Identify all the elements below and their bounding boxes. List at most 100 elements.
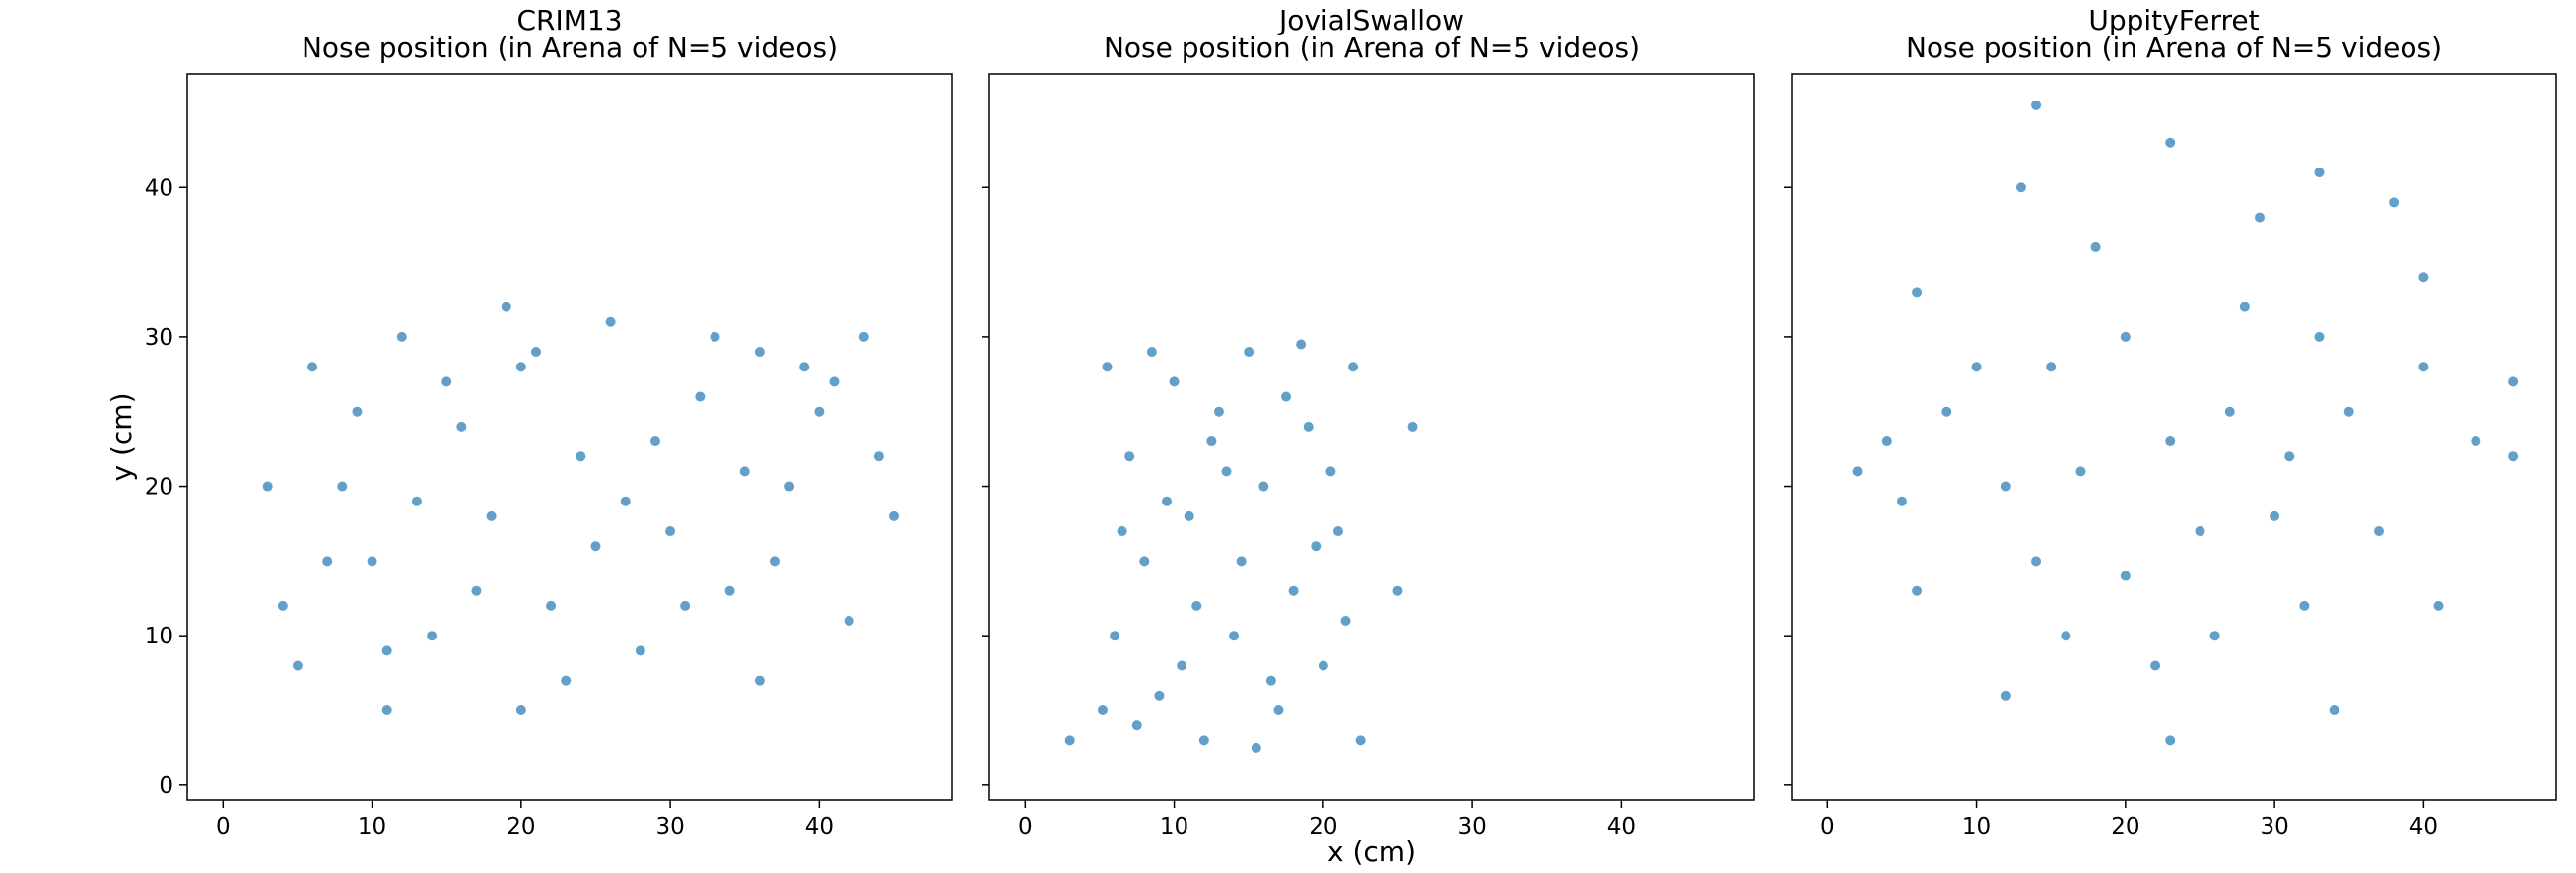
x-axis-label: x (cm) (1327, 836, 1416, 868)
point (2090, 241, 2101, 252)
point (2329, 705, 2339, 716)
point (1941, 406, 1952, 417)
point (2343, 406, 2354, 417)
point (2031, 100, 2042, 110)
point (2075, 466, 2086, 477)
point (1318, 660, 1328, 671)
point (858, 331, 869, 342)
point (1184, 510, 1194, 521)
point (1896, 496, 1907, 506)
point (1251, 742, 1261, 753)
panel-title: CRIM13 (516, 4, 622, 36)
point (530, 347, 541, 358)
point (1229, 631, 1240, 641)
x-tick-label: 40 (2409, 814, 2438, 839)
point (2120, 571, 2131, 581)
x-tick-label: 10 (1962, 814, 1991, 839)
point (1236, 556, 1247, 567)
point (561, 675, 572, 686)
point (1191, 600, 1202, 611)
point (649, 436, 660, 447)
point (2508, 451, 2519, 462)
point (1303, 421, 1314, 432)
point (2046, 362, 2057, 372)
point (2433, 600, 2444, 611)
point (889, 510, 900, 521)
point (1131, 720, 1142, 731)
point (1198, 735, 1209, 746)
point (1244, 347, 1254, 358)
point (1265, 675, 1276, 686)
point (1340, 616, 1351, 627)
point (1177, 660, 1187, 671)
point (501, 302, 511, 312)
point (486, 510, 497, 521)
point (576, 451, 586, 462)
x-tick-label: 30 (1457, 814, 1486, 839)
point (784, 481, 795, 492)
y-tick-label: 10 (145, 624, 173, 649)
panel-title: UppityFerret (2088, 4, 2259, 36)
point (799, 362, 810, 372)
point (307, 362, 318, 372)
point (2508, 376, 2519, 387)
point (1355, 735, 1366, 746)
point (515, 705, 526, 716)
point (1146, 347, 1157, 358)
point (1392, 585, 1403, 596)
point (2000, 690, 2011, 701)
point (680, 600, 691, 611)
point (710, 331, 720, 342)
x-tick-label: 20 (1309, 814, 1337, 839)
point (739, 466, 750, 477)
point (2314, 168, 2325, 178)
point (2061, 631, 2071, 641)
point (2418, 362, 2429, 372)
point (1162, 496, 1173, 506)
point (1154, 690, 1165, 701)
x-tick-label: 10 (358, 814, 386, 839)
point (292, 660, 303, 671)
point (1117, 526, 1127, 537)
point (2224, 406, 2235, 417)
panel-subtitle: Nose position (in Arena of N=5 videos) (1104, 32, 1640, 64)
point (1332, 526, 1343, 537)
point (1407, 421, 1418, 432)
point (352, 406, 363, 417)
point (277, 600, 288, 611)
point (1881, 436, 1892, 447)
point (2120, 331, 2131, 342)
point (620, 496, 631, 506)
point (2150, 660, 2161, 671)
point (337, 481, 348, 492)
point (2000, 481, 2011, 492)
point (754, 347, 765, 358)
x-tick-label: 0 (1018, 814, 1033, 839)
y-axis-label: y (cm) (105, 393, 138, 482)
point (1097, 705, 1108, 716)
x-tick-label: 40 (805, 814, 834, 839)
point (1124, 451, 1135, 462)
panel-subtitle: Nose position (in Arena of N=5 videos) (1906, 32, 2442, 64)
point (2373, 526, 2384, 537)
point (2299, 600, 2310, 611)
point (1288, 585, 1299, 596)
panel-subtitle: Nose position (in Arena of N=5 videos) (302, 32, 838, 64)
point (2209, 631, 2220, 641)
point (456, 421, 467, 432)
y-tick-label: 40 (145, 175, 173, 201)
x-tick-label: 30 (2260, 814, 2288, 839)
point (262, 481, 273, 492)
plot-frame (988, 73, 1755, 801)
point (2239, 302, 2250, 312)
x-tick-label: 30 (655, 814, 684, 839)
point (873, 451, 884, 462)
y-tick-label: 30 (145, 325, 173, 351)
point (769, 556, 780, 567)
point (829, 376, 840, 387)
point (1139, 556, 1150, 567)
point (2165, 436, 2176, 447)
x-tick-label: 20 (2111, 814, 2139, 839)
